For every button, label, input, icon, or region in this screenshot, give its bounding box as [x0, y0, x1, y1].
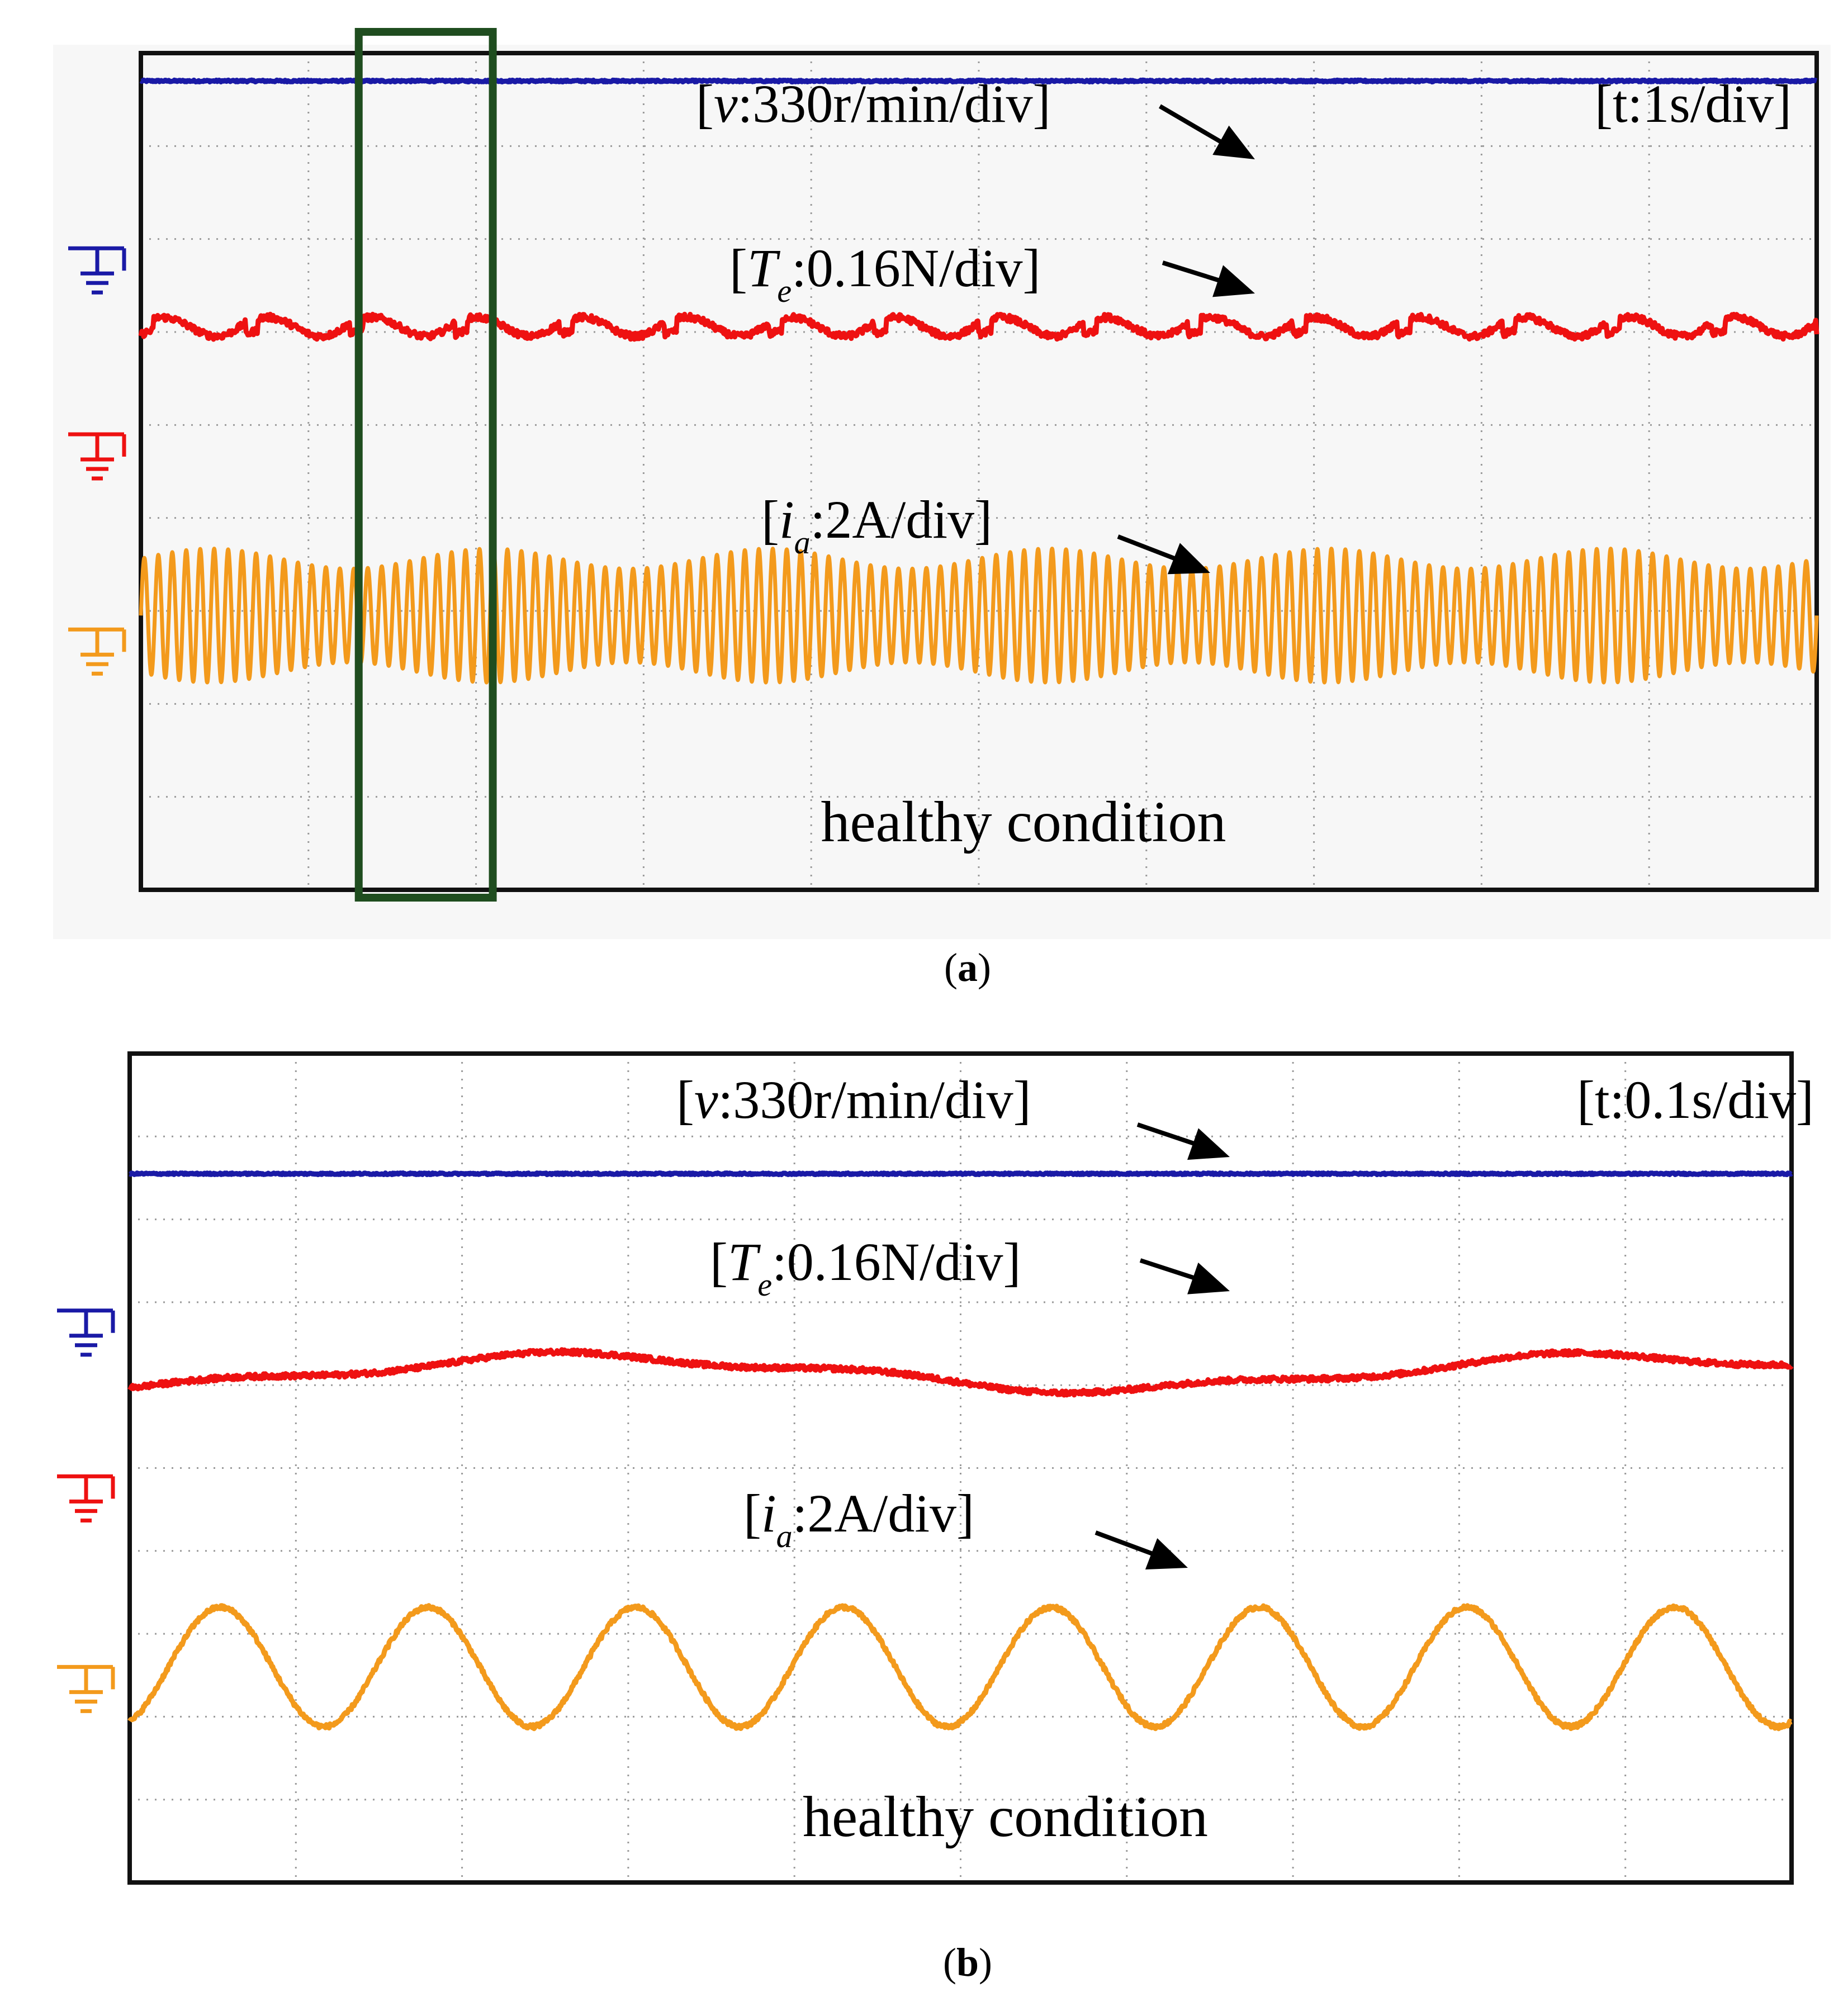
condition-label-b: healthy condition — [803, 1785, 1208, 1849]
label-arrow-0-b — [1136, 1122, 1230, 1160]
trace-Te-a — [138, 311, 1819, 342]
caption-b: (b) — [942, 1940, 992, 1985]
label-v-b: [v:330r/min/div] — [676, 1070, 1031, 1130]
trace-Te-b — [127, 1347, 1794, 1398]
ground-marker-ia-b — [57, 1664, 115, 1713]
zoom-highlight-box — [354, 28, 497, 902]
label-arrow-0-a — [1158, 104, 1255, 159]
ground-marker-ia-a — [68, 627, 126, 676]
scope-panel-b: [v:330r/min/div] [Te:0.16N/div] [ia:2A/div… — [57, 1051, 1814, 1885]
trace-ia-a — [139, 547, 1819, 685]
ground-marker-Te-b — [57, 1474, 115, 1523]
label-ia-b: [ia:2A/div] — [743, 1483, 974, 1554]
label-arrow-2-a — [1117, 534, 1210, 575]
label-v-a: [v:330r/min/div] — [696, 74, 1051, 134]
ground-marker-v-a — [68, 246, 126, 295]
ground-marker-v-b — [57, 1308, 115, 1357]
scope-frame-b — [127, 1051, 1794, 1885]
time-scale-label-b: [t:0.1s/div] — [1577, 1070, 1814, 1130]
scope-panel-a: [v:330r/min/div] [Te:0.16N/div] [ia:2A/div… — [68, 28, 1819, 902]
scope-frame-a — [139, 51, 1819, 892]
trace-v-a — [139, 77, 1818, 85]
label-te-a: [Te:0.16N/div] — [729, 238, 1040, 309]
label-ia-a: [ia:2A/div] — [761, 490, 992, 561]
label-arrow-1-a — [1162, 260, 1255, 297]
grid-a — [141, 53, 1817, 890]
label-arrow-2-b — [1094, 1530, 1188, 1570]
label-arrow-1-b — [1139, 1258, 1230, 1294]
trace-v-b — [128, 1170, 1793, 1177]
trace-ia-b — [127, 1603, 1793, 1732]
time-scale-label-a: [t:1s/div] — [1595, 74, 1792, 134]
caption-a: (a) — [944, 945, 991, 990]
label-te-b: [Te:0.16N/div] — [710, 1232, 1021, 1303]
condition-label-a: healthy condition — [821, 790, 1226, 854]
ground-marker-Te-a — [68, 432, 126, 481]
